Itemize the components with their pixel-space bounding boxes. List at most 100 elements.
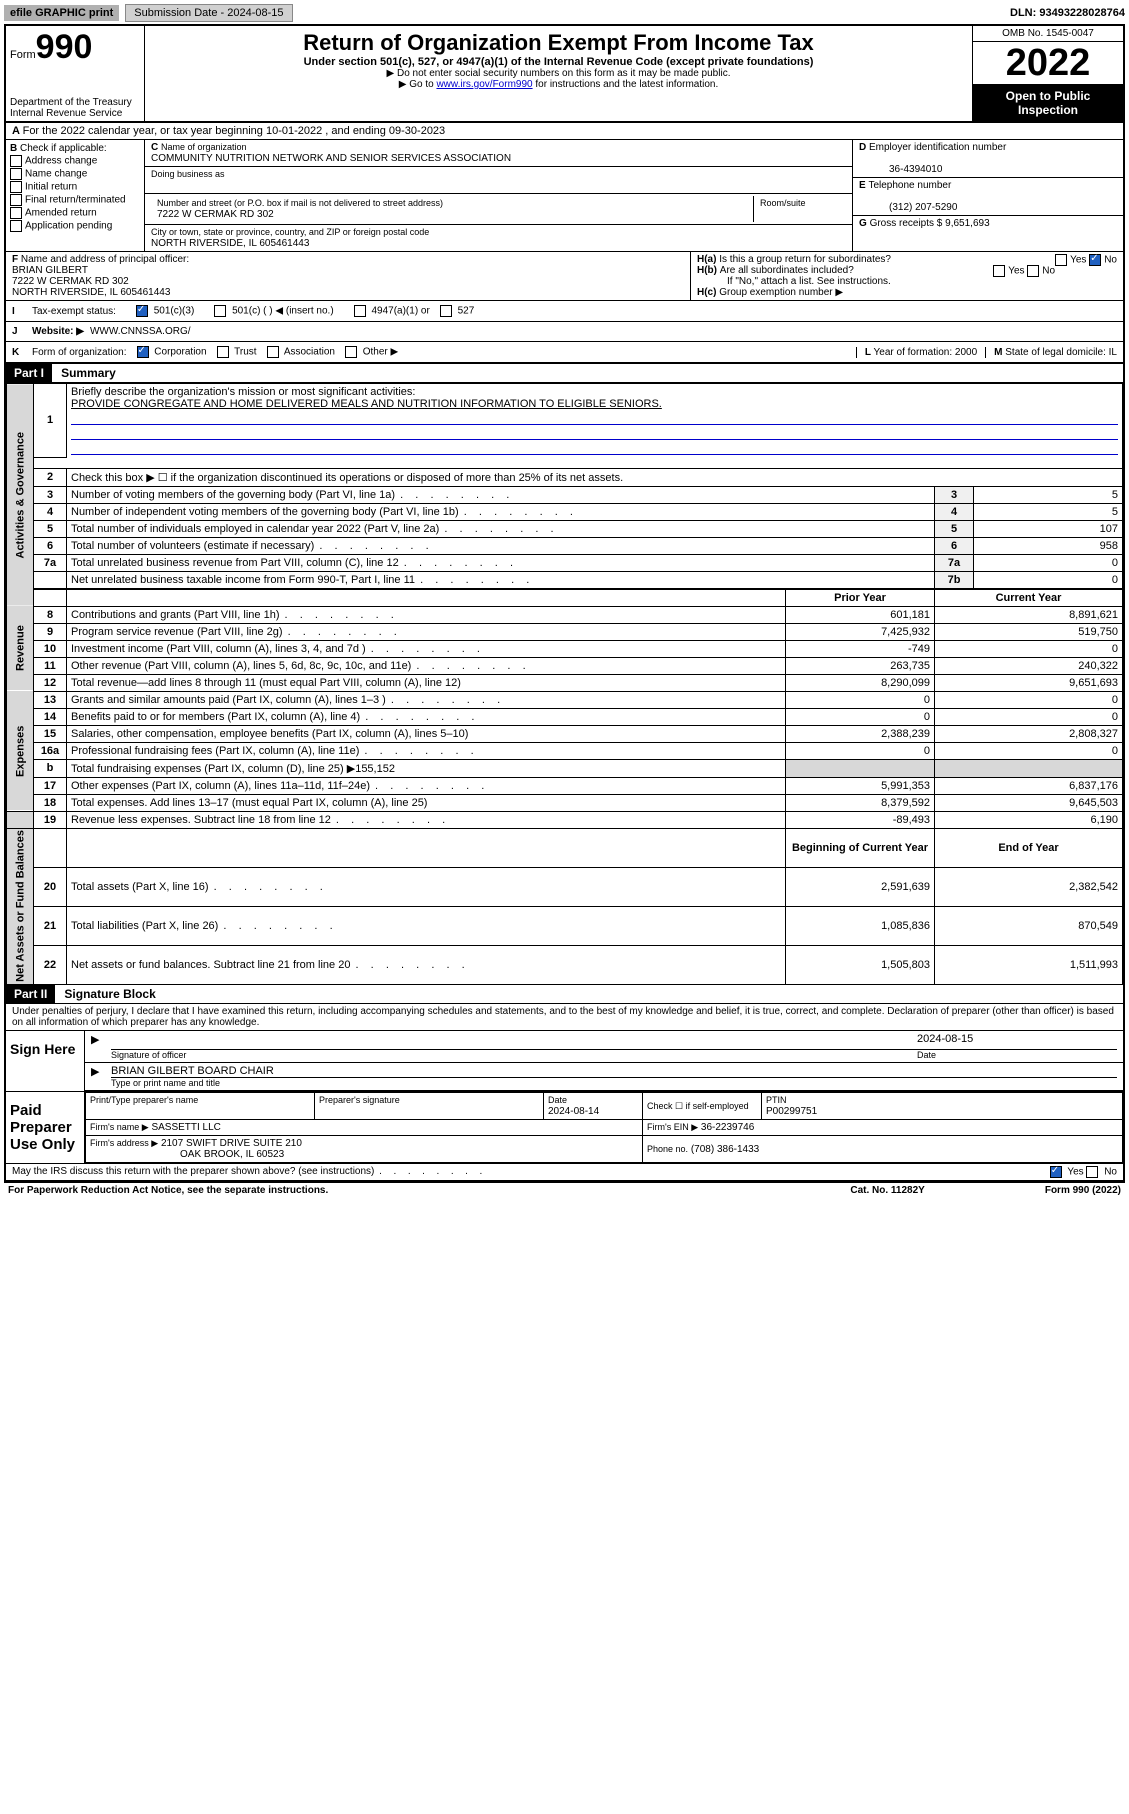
exp-current: 2,808,327 (935, 725, 1123, 742)
checkbox-ha-yes[interactable] (1055, 254, 1067, 266)
line-k: K Form of organization: Corporation Trus… (6, 342, 1123, 364)
checkbox-assoc[interactable] (267, 346, 279, 358)
gov-desc: Total number of individuals employed in … (71, 523, 439, 535)
vlabel-rev: Revenue (7, 606, 34, 691)
exp-prior: -89,493 (786, 811, 935, 828)
line-a: A For the 2022 calendar year, or tax yea… (6, 123, 1123, 140)
exp-row: 14Benefits paid to or for members (Part … (7, 708, 1123, 725)
instr-1: Do not enter social security numbers on … (149, 68, 968, 79)
b-opt-0: Address change (25, 156, 97, 167)
net-desc: Total liabilities (Part X, line 26) (71, 920, 218, 932)
e-label: Telephone number (868, 180, 951, 191)
rev-current: 0 (935, 640, 1123, 657)
sig-date: 2024-08-15 (917, 1033, 1117, 1050)
exp-desc: Total expenses. Add lines 13–17 (must eq… (71, 797, 427, 809)
line-i: I Tax-exempt status: 501(c)(3) 501(c) ( … (6, 301, 1123, 322)
rev-row: 10Investment income (Part VIII, column (… (7, 640, 1123, 657)
col-prior: Prior Year (786, 589, 935, 607)
exp-row: 18Total expenses. Add lines 13–17 (must … (7, 794, 1123, 811)
checkbox-501c[interactable] (214, 305, 226, 317)
checkbox-name-change[interactable] (10, 168, 22, 180)
irs-link[interactable]: www.irs.gov/Form990 (436, 79, 532, 90)
m-label: State of legal domicile: (1005, 347, 1106, 358)
city: NORTH RIVERSIDE, IL 605461443 (151, 238, 309, 249)
checkbox-hb-no[interactable] (1027, 265, 1039, 277)
col-b: B Check if applicable: Address change Na… (6, 140, 145, 251)
exp-prior: 0 (786, 708, 935, 725)
checkbox-app-pending[interactable] (10, 220, 22, 232)
line-a-text: For the 2022 calendar year, or tax year … (23, 125, 446, 137)
part2-header-row: Part II Signature Block (6, 985, 1123, 1004)
form-number: Form990 (10, 28, 140, 67)
part1-header-row: Part I Summary (6, 364, 1123, 383)
discuss-yes: Yes (1067, 1167, 1083, 1178)
checkbox-other[interactable] (345, 346, 357, 358)
website: WWW.CNNSSA.ORG/ (90, 326, 191, 337)
form-subtitle: Under section 501(c), 527, or 4947(a)(1)… (149, 56, 968, 68)
discuss-no: No (1104, 1167, 1117, 1178)
exp-row: 19Revenue less expenses. Subtract line 1… (7, 811, 1123, 828)
b-opt-3: Final return/terminated (25, 195, 126, 206)
street: 7222 W CERMAK RD 302 (157, 209, 274, 220)
checkbox-corp[interactable] (137, 346, 149, 358)
checkbox-501c3[interactable] (136, 305, 148, 317)
k-opt-0: Corporation (154, 347, 206, 358)
checkbox-final-return[interactable] (10, 194, 22, 206)
city-label: City or town, state or province, country… (151, 227, 429, 237)
checkbox-trust[interactable] (217, 346, 229, 358)
checkbox-discuss-no[interactable] (1086, 1166, 1098, 1178)
rev-row: 9Program service revenue (Part VIII, lin… (7, 623, 1123, 640)
checkbox-4947[interactable] (354, 305, 366, 317)
firm-name: SASSETTI LLC (151, 1122, 220, 1133)
rev-prior: 8,290,099 (786, 674, 935, 691)
part2-header: Part II (6, 985, 55, 1003)
gov-row: Net unrelated business taxable income fr… (7, 571, 1123, 589)
section-fh: F Name and address of principal officer:… (6, 252, 1123, 301)
firm-ein-label: Firm's EIN ▶ (647, 1122, 698, 1132)
gov-val: 0 (974, 554, 1123, 571)
rev-prior: 601,181 (786, 606, 935, 623)
exp-prior: 0 (786, 742, 935, 759)
col-begin: Beginning of Current Year (786, 828, 935, 867)
net-row: 20Total assets (Part X, line 16)2,591,63… (7, 867, 1123, 906)
checkbox-hb-yes[interactable] (993, 265, 1005, 277)
gov-desc: Net unrelated business taxable income fr… (71, 574, 415, 586)
checkbox-amended[interactable] (10, 207, 22, 219)
ha-yes: Yes (1070, 255, 1086, 266)
year-formation: 2000 (955, 347, 977, 358)
exp-prior: 5,991,353 (786, 777, 935, 794)
rev-desc: Total revenue—add lines 8 through 11 (mu… (71, 677, 461, 689)
exp-current: 6,837,176 (935, 777, 1123, 794)
net-row: 21Total liabilities (Part X, line 26)1,0… (7, 906, 1123, 945)
net-end: 2,382,542 (935, 867, 1123, 906)
k-label: Form of organization: (32, 347, 127, 358)
exp-desc: Other expenses (Part IX, column (A), lin… (71, 780, 370, 792)
net-begin: 1,505,803 (786, 946, 935, 985)
gov-val: 5 (974, 503, 1123, 520)
checkbox-527[interactable] (440, 305, 452, 317)
dept-label: Department of the Treasury (10, 97, 140, 108)
rev-current: 519,750 (935, 623, 1123, 640)
checkbox-initial-return[interactable] (10, 181, 22, 193)
rev-prior: 7,425,932 (786, 623, 935, 640)
omb-label: OMB No. 1545-0047 (973, 26, 1123, 42)
exp-current: 0 (935, 708, 1123, 725)
checkbox-ha-no[interactable] (1089, 254, 1101, 266)
irs-label: Internal Revenue Service (10, 108, 140, 119)
form-num: 990 (36, 28, 93, 66)
checkbox-address-change[interactable] (10, 155, 22, 167)
rev-desc: Program service revenue (Part VIII, line… (71, 626, 283, 638)
k-opt-1: Trust (234, 347, 256, 358)
exp-desc: Benefits paid to or for members (Part IX… (71, 711, 360, 723)
firm-addr1: 2107 SWIFT DRIVE SUITE 210 (161, 1138, 302, 1149)
submission-date-button[interactable]: Submission Date - 2024-08-15 (125, 4, 292, 22)
b-label: Check if applicable: (20, 143, 107, 154)
i-opt-3: 527 (458, 306, 475, 317)
l1-label: Briefly describe the organization's miss… (71, 386, 415, 398)
penalty-text: Under penalties of perjury, I declare th… (6, 1004, 1123, 1031)
vlabel-net: Net Assets or Fund Balances (7, 828, 34, 985)
checkbox-discuss-yes[interactable] (1050, 1166, 1062, 1178)
gov-val: 107 (974, 520, 1123, 537)
i-opt-2: 4947(a)(1) or (371, 306, 429, 317)
col-f: F Name and address of principal officer:… (6, 252, 690, 300)
